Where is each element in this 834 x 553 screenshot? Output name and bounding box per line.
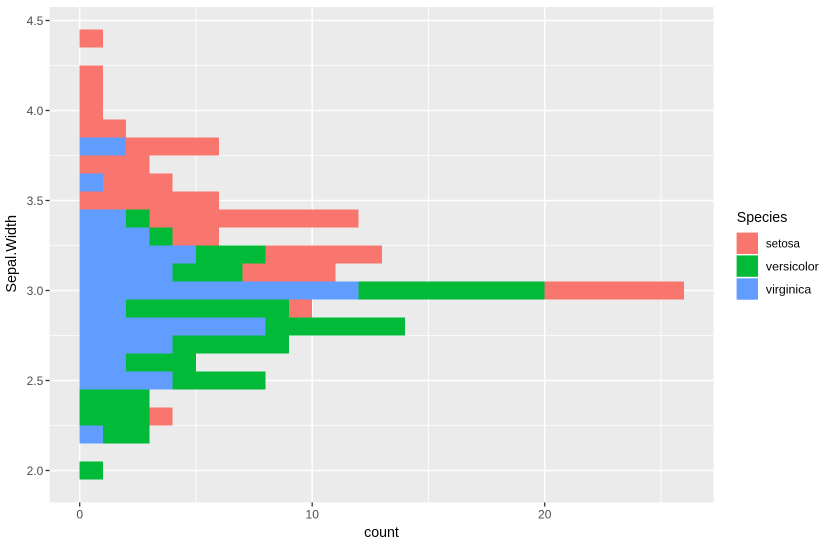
svg-text:versicolor: versicolor bbox=[766, 260, 819, 274]
svg-text:count: count bbox=[364, 525, 399, 541]
svg-text:setosa: setosa bbox=[766, 237, 800, 251]
svg-text:2.5: 2.5 bbox=[27, 374, 44, 388]
svg-text:Species: Species bbox=[737, 210, 788, 226]
svg-text:3.5: 3.5 bbox=[27, 194, 44, 208]
svg-text:virginica: virginica bbox=[766, 282, 811, 296]
svg-text:10: 10 bbox=[306, 508, 320, 522]
svg-text:0: 0 bbox=[76, 508, 83, 522]
svg-text:4.0: 4.0 bbox=[27, 104, 44, 118]
svg-text:Sepal.Width: Sepal.Width bbox=[4, 215, 20, 293]
svg-text:4.5: 4.5 bbox=[27, 14, 44, 28]
svg-text:20: 20 bbox=[538, 508, 552, 522]
svg-text:2.0: 2.0 bbox=[27, 464, 44, 478]
svg-text:3.0: 3.0 bbox=[27, 284, 44, 298]
